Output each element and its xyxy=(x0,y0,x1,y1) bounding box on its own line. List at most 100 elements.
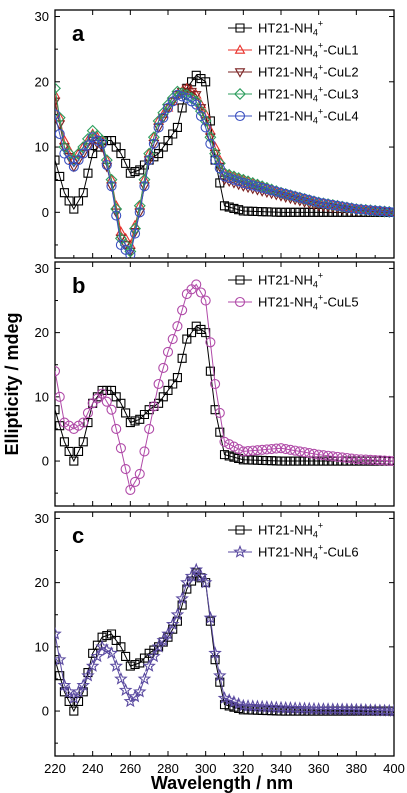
data-point xyxy=(219,201,230,211)
data-point xyxy=(307,195,320,208)
data-point xyxy=(121,408,131,418)
data-point xyxy=(73,696,84,706)
data-point xyxy=(111,392,121,402)
data-point xyxy=(83,417,93,428)
data-point xyxy=(137,671,152,685)
y-tick-label: 0 xyxy=(42,205,49,220)
data-point xyxy=(210,405,220,415)
data-point xyxy=(172,321,183,332)
series-line xyxy=(55,572,394,713)
data-point xyxy=(219,171,230,182)
data-point xyxy=(172,122,182,133)
data-point xyxy=(148,401,159,412)
legend-entry: HT21-NH4+ xyxy=(258,271,323,290)
data-point xyxy=(81,668,95,682)
data-point xyxy=(101,396,112,407)
data-point xyxy=(280,188,291,200)
data-point xyxy=(55,652,67,666)
data-point xyxy=(205,133,216,143)
legend-entry: HT21-NH4+ xyxy=(258,521,323,540)
data-point xyxy=(214,407,225,418)
x-tick-label: 240 xyxy=(82,761,104,776)
data-point xyxy=(121,651,131,662)
data-point xyxy=(114,671,128,685)
data-point xyxy=(147,649,161,663)
data-point xyxy=(261,184,272,195)
data-point xyxy=(208,646,222,660)
data-point xyxy=(97,632,107,642)
data-point xyxy=(55,111,66,124)
data-point xyxy=(177,103,187,113)
data-point xyxy=(194,569,208,582)
data-point xyxy=(64,446,74,456)
data-point xyxy=(191,70,201,80)
data-point xyxy=(163,385,173,395)
panel-b: 0 10 20 30 b HT21-NH4+ HT21-NH4+-CuL5 xyxy=(35,261,395,507)
data-point xyxy=(275,186,287,199)
data-point xyxy=(55,421,65,431)
data-point xyxy=(177,91,188,102)
data-point xyxy=(177,305,188,316)
data-point xyxy=(97,388,108,399)
data-point xyxy=(215,677,225,687)
data-point xyxy=(106,629,117,639)
legend-marker xyxy=(234,44,246,54)
data-point xyxy=(168,129,178,139)
legend-marker xyxy=(235,23,245,33)
data-point xyxy=(203,610,218,624)
data-point xyxy=(200,295,211,306)
data-point xyxy=(121,158,131,168)
data-point xyxy=(299,193,310,204)
data-point xyxy=(55,626,62,640)
y-tick-label: 10 xyxy=(35,140,49,155)
series-group xyxy=(55,70,394,258)
data-point xyxy=(210,655,220,665)
x-tick-label: 220 xyxy=(44,761,66,776)
data-point xyxy=(177,600,187,610)
data-point xyxy=(111,210,122,221)
data-point xyxy=(266,185,277,196)
data-point xyxy=(116,149,126,159)
y-tick-label: 10 xyxy=(35,389,49,404)
data-point xyxy=(247,180,258,191)
panel-letter: c xyxy=(72,523,84,548)
data-point xyxy=(242,179,254,190)
data-point xyxy=(78,188,88,198)
data-point xyxy=(139,160,150,170)
data-point xyxy=(250,699,265,713)
data-point xyxy=(177,353,187,363)
data-point xyxy=(378,205,391,218)
data-point xyxy=(59,143,70,153)
data-point xyxy=(101,159,112,171)
data-point xyxy=(129,476,141,487)
data-point xyxy=(116,642,126,652)
data-point xyxy=(191,568,201,578)
y-tick-label: 20 xyxy=(35,575,49,590)
data-point xyxy=(186,77,197,87)
data-point xyxy=(73,156,84,166)
data-point xyxy=(205,337,216,348)
data-point xyxy=(111,423,122,434)
data-point xyxy=(317,197,330,210)
data-point xyxy=(106,182,117,192)
data-point xyxy=(161,626,175,640)
data-point xyxy=(134,208,146,219)
data-point xyxy=(82,407,94,418)
data-point xyxy=(163,135,173,146)
data-point xyxy=(198,575,213,589)
data-point xyxy=(279,187,292,200)
legend-marker xyxy=(234,296,246,308)
x-tick-label: 260 xyxy=(119,761,141,776)
data-point xyxy=(162,102,174,113)
data-point xyxy=(384,455,394,466)
data-point xyxy=(345,202,358,215)
data-point xyxy=(275,187,287,198)
data-point xyxy=(158,112,169,123)
data-point xyxy=(350,203,363,216)
data-point xyxy=(165,617,180,631)
data-point xyxy=(388,207,394,218)
data-point xyxy=(134,207,145,218)
data-point xyxy=(172,373,182,383)
data-point xyxy=(78,148,89,159)
